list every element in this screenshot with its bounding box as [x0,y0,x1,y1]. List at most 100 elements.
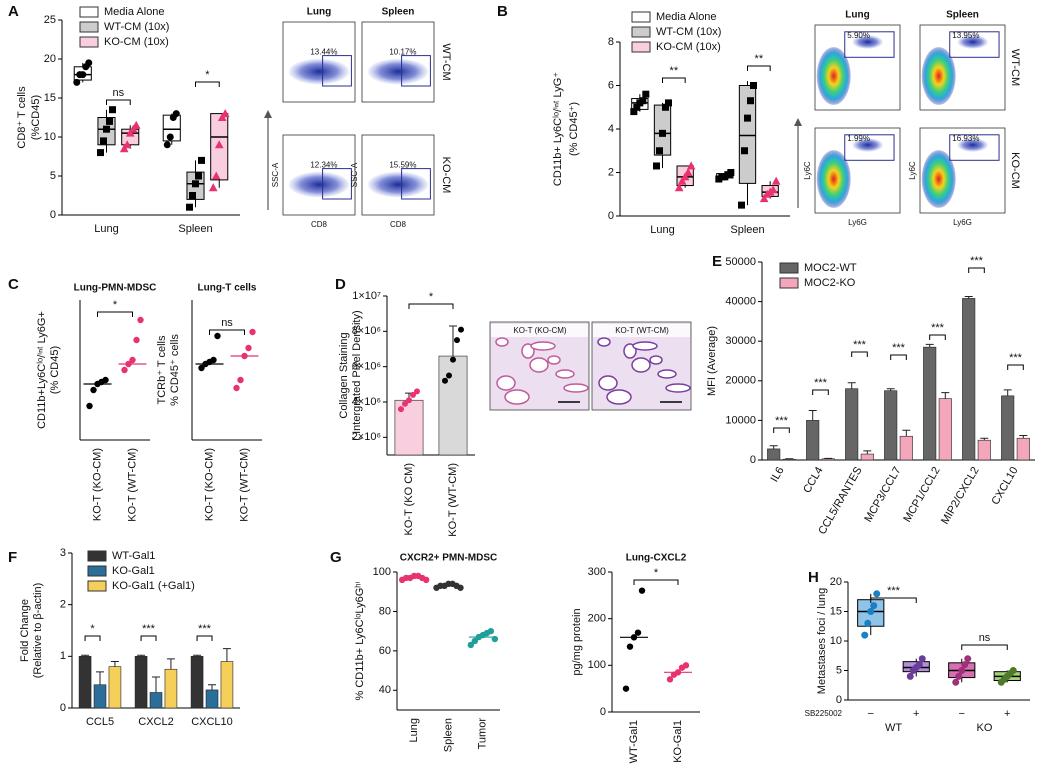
flow-y-label: SSC-A [271,162,280,187]
legend-swatch [631,26,651,38]
significance-bracket [209,329,245,335]
error-bar [964,295,973,299]
data-point [214,140,224,149]
significance-label: *** [775,415,789,427]
data-point [86,402,93,410]
bar [1016,437,1030,461]
error-bar [941,392,950,399]
data-point [192,180,199,188]
error-bar [886,388,895,391]
significance-label: * [429,291,434,303]
significance-label: * [654,567,659,579]
data-point [864,619,872,627]
y-tick-label: 10 [44,131,56,143]
legend-label: KO-CM (10x) [656,41,721,53]
flow-density [852,35,883,49]
data-point [873,590,881,598]
significance-bracket [84,635,101,641]
flow-gate-label: 16.93% [952,134,979,143]
data-point [220,109,230,118]
legend-swatch [87,550,107,562]
data-point [166,133,174,141]
flow-gate-label: 13.95% [952,31,979,40]
data-point [674,183,684,192]
y-axis-label: % CD45⁺ cells [169,334,181,406]
flow-density [816,150,851,208]
flow-x-label: Ly6G [953,218,972,227]
data-point [952,678,960,686]
y-axis-label: TCRb⁺ T cells [156,335,168,404]
error-bar [863,450,872,455]
data-point [656,147,663,155]
data-point [750,82,757,89]
significance-bracket [662,77,686,83]
legend-label: KO-Gal1 [112,565,155,577]
data-point [487,627,495,635]
legend-label: WT-CM (10x) [104,21,169,33]
flow-density [288,171,350,198]
histology-label: KO-T (KO-CM) [513,326,567,335]
y-tick-label: 0 [50,209,56,221]
significance-label: *** [198,623,212,635]
error-bar [847,382,856,389]
bar [1001,395,1015,461]
chart-title: Lung-T cells [198,283,257,294]
y-tick-label: 300 [588,566,606,578]
significance-bracket [851,351,868,357]
y-tick-label: 2×10⁶ [352,431,381,443]
significance-bracket [633,579,679,585]
data-point [103,125,110,133]
tissue [495,337,509,347]
data-point [121,366,128,374]
error-bar [208,684,216,690]
y-tick-label: 4×10⁶ [352,396,381,408]
flow-row-label: WT-CM [1009,49,1021,86]
error-bar [137,654,146,657]
flow-column-title: Spleen [382,7,415,18]
data-point [85,59,93,67]
flow-gate [844,31,895,58]
data-point [768,185,778,194]
data-point [744,114,751,122]
bar [108,666,122,709]
panel-label: B [497,3,508,20]
flow-density [852,138,883,152]
bar [884,390,898,461]
data-point [458,326,464,333]
flow-row-label: WT-CM [440,43,452,80]
tissue [598,375,618,391]
y-axis-label: ( Intergrated Pixel Density) [351,310,363,440]
significance-bracket [812,389,829,395]
data-point [659,129,666,137]
data-point [918,655,926,663]
y-tick-label: 20 [44,53,56,65]
legend-label: Media Alone [104,6,165,18]
flow-axis-arrow-head [264,110,272,118]
legend-swatch [631,11,651,23]
data-point [189,192,196,199]
data-point [686,161,696,170]
x-tick-label: KO-T (WT-CM) [447,463,459,537]
data-point [955,672,963,680]
y-tick-label: 0 [836,694,842,706]
data-point [245,344,252,352]
bar [220,661,234,709]
x-tick-label: CCL4 [801,465,825,495]
significance-bracket [929,334,946,340]
significance-label: *** [853,339,867,351]
y-axis-label: Collagen Staining [338,332,350,418]
flow-gate [949,31,1000,58]
y-tick-label: 60 [379,645,391,657]
flow-gate [322,168,352,200]
error-bar [152,676,160,693]
y-tick-label: 50000 [725,256,756,268]
histology-label-bg [491,324,588,337]
bar [782,458,796,461]
data-point [446,372,452,379]
data-point [211,171,221,180]
tissue [597,337,611,347]
y-axis-label: CD8⁺ T cells [16,86,28,149]
flow-y-label: Ly6C [908,161,917,180]
x-axis-label: SB225002 [805,709,843,718]
significance-bracket [747,65,771,71]
